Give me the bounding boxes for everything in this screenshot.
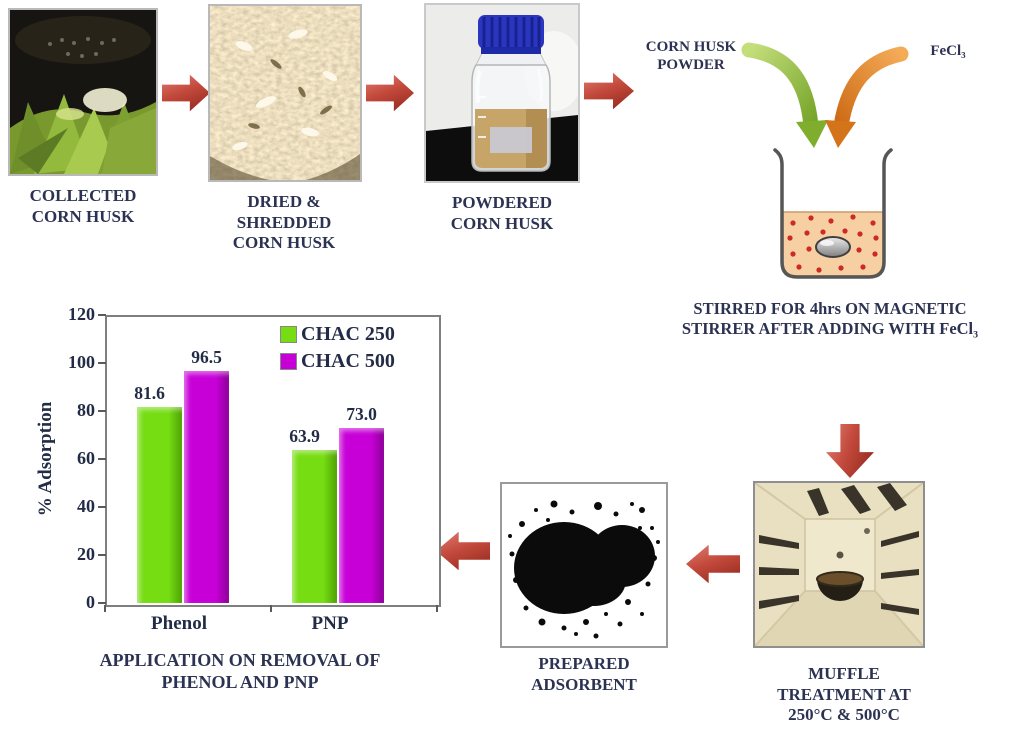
- y-tick-label: 20: [77, 544, 95, 564]
- x-tick-mark: [104, 605, 106, 612]
- flow-arrow-right-2-icon: [366, 74, 414, 112]
- y-tick-label: 40: [77, 496, 95, 516]
- photo-powdered-corn-husk: [424, 3, 580, 183]
- legend-swatch-icon: [280, 353, 297, 370]
- adsorption-bar-chart: % Adsorption CHAC 250 CHAC 500 120 100 80 60…: [30, 293, 450, 645]
- chart-legend: CHAC 250 CHAC 500: [280, 321, 395, 375]
- step2-label: DRIED & SHREDDED CORN HUSK: [232, 192, 336, 253]
- x-tick-mark: [270, 605, 272, 612]
- adsorbent-photo-art: [508, 500, 660, 639]
- legend-row: CHAC 250: [280, 321, 395, 348]
- bar-value-label: 63.9: [289, 425, 320, 446]
- step1-label: COLLECTED CORN HUSK: [29, 186, 137, 226]
- y-tick-mark: [98, 410, 106, 412]
- bottle-photo-art: [426, 5, 578, 181]
- y-tick-label: 100: [68, 352, 95, 372]
- y-tick-mark: [98, 506, 106, 508]
- adsorbent-label: PREPARED ADSORBENT: [531, 654, 637, 694]
- x-tick-mark: [436, 605, 438, 612]
- mix-curved-arrows-icon: [741, 42, 909, 148]
- y-tick-mark: [98, 314, 106, 316]
- photo-prepared-adsorbent: [500, 482, 668, 648]
- x-category-label: PNP: [311, 613, 349, 634]
- flow-arrow-right-3-icon: [584, 72, 634, 110]
- step3-label: POWDERED CORN HUSK: [450, 193, 554, 233]
- furnace-photo-art: [755, 483, 923, 646]
- y-tick-label: 80: [77, 400, 95, 420]
- corn-husk-photo-art: [10, 10, 156, 174]
- legend-row: CHAC 500: [280, 348, 395, 375]
- y-tick-mark: [98, 602, 106, 604]
- bar-value-label: 96.5: [191, 347, 222, 368]
- photo-dried-shredded-corn-husk: [208, 4, 362, 182]
- y-tick-label: 0: [86, 592, 95, 612]
- mix-right-label: FeCl₃: [930, 43, 966, 59]
- flow-arrow-right-1-icon: [162, 74, 210, 112]
- y-tick-label: 120: [68, 304, 95, 324]
- furnace-label: MUFFLE TREATMENT AT 250°C & 500°C: [777, 664, 911, 725]
- bar-chac-500-pnp: [339, 427, 384, 603]
- mix-left-label: CORN HUSK POWDER: [645, 39, 737, 74]
- y-tick-label: 60: [77, 448, 95, 468]
- legend-label: CHAC 250: [301, 323, 395, 345]
- legend-swatch-icon: [280, 326, 297, 343]
- legend-label: CHAC 500: [301, 350, 395, 372]
- bar-value-label: 81.6: [134, 383, 165, 404]
- bar-chac-250-phenol: [137, 407, 182, 603]
- photo-collected-corn-husk: [8, 8, 158, 176]
- y-tick-mark: [98, 554, 106, 556]
- shredded-husk-photo-art: [210, 6, 360, 180]
- bar-value-label: 73.0: [346, 403, 377, 424]
- bar-chac-500-phenol: [184, 371, 229, 603]
- x-category-label: Phenol: [151, 613, 207, 634]
- stir-caption: STIRRED FOR 4hrs ON MAGNETIC STIRRER AFT…: [681, 299, 979, 339]
- beaker-stirrer-icon: [773, 148, 893, 279]
- y-tick-mark: [98, 458, 106, 460]
- chart-caption: APPLICATION ON REMOVAL OF PHENOL AND PNP: [99, 650, 381, 692]
- y-tick-mark: [98, 362, 106, 364]
- photo-muffle-furnace: [753, 481, 925, 648]
- bar-chac-250-pnp: [292, 449, 337, 603]
- flow-arrow-left-1-icon: [686, 544, 740, 584]
- flow-arrow-down-icon: [826, 424, 874, 478]
